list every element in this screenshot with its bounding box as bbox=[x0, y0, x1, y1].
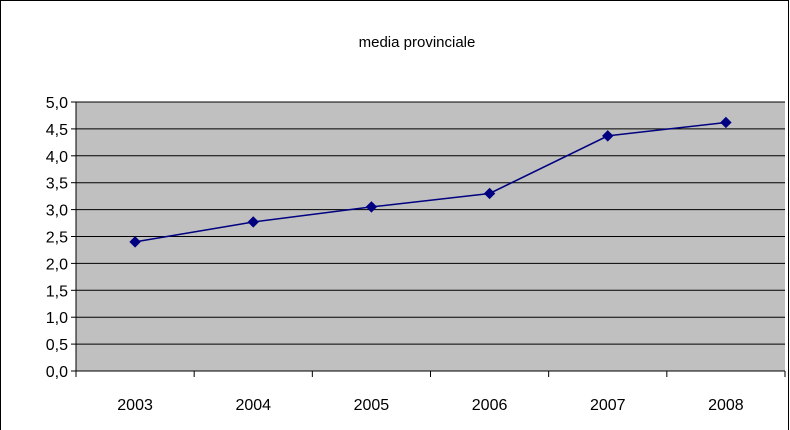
y-tick-label: 4,0 bbox=[46, 149, 68, 166]
data-point bbox=[483, 187, 496, 200]
series-line bbox=[134, 121, 727, 243]
x-tick-label: 2004 bbox=[235, 397, 271, 414]
y-tick-label: 4,5 bbox=[46, 122, 68, 139]
data-point bbox=[602, 130, 614, 142]
x-tick-label: 2003 bbox=[117, 397, 153, 414]
data-point bbox=[720, 116, 732, 129]
x-axis: 2003 2004 2005 2006 2007 2008 bbox=[75, 370, 786, 414]
y-tick-label: 0,5 bbox=[46, 337, 68, 354]
y-tick-label: 2,0 bbox=[46, 256, 68, 273]
data-point bbox=[247, 216, 259, 228]
gridlines bbox=[76, 101, 785, 345]
y-tick-label: 1,0 bbox=[46, 310, 68, 327]
y-tick-label: 2,5 bbox=[46, 230, 68, 247]
y-tick-label: 0,0 bbox=[46, 364, 68, 381]
y-tick-label: 3,0 bbox=[46, 203, 68, 220]
x-tick-label: 2007 bbox=[590, 397, 626, 414]
chart-title: media provinciale bbox=[359, 34, 476, 51]
y-tick-label: 5,0 bbox=[46, 95, 68, 112]
data-point bbox=[129, 236, 141, 248]
x-tick-label: 2006 bbox=[472, 397, 508, 414]
x-tick-label: 2008 bbox=[708, 397, 744, 414]
y-tick-label: 1,5 bbox=[46, 283, 68, 300]
data-point bbox=[365, 201, 378, 213]
x-tick-label: 2005 bbox=[354, 397, 390, 414]
y-axis: 0,0 0,5 1,0 1,5 2,0 2,5 3,0 3,5 4,0 4,5 5,0 bbox=[46, 95, 77, 381]
series-group bbox=[129, 116, 732, 248]
y-tick-label: 3,5 bbox=[46, 176, 68, 193]
